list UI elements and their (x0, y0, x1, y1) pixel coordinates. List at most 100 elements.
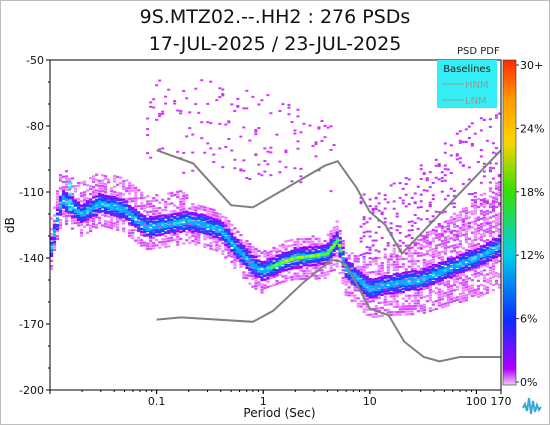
pdf-cell (458, 264, 463, 268)
pdf-cell (149, 230, 153, 233)
pdf-cell (218, 239, 222, 242)
pdf-cell (191, 232, 195, 235)
pdf-cell (407, 255, 411, 258)
pdf-cell (284, 279, 288, 283)
pdf-cell (110, 189, 114, 193)
pdf-cell (377, 279, 381, 283)
pdf-cell (55, 237, 60, 241)
pdf-cell (488, 259, 493, 262)
x-tick-label: 0.1 (148, 395, 166, 408)
pdf-cell (314, 264, 318, 267)
pdf-cell (422, 281, 426, 285)
pdf-cell (431, 277, 435, 280)
pdf-cell (494, 239, 499, 242)
pdf-cell (200, 220, 204, 223)
pdf-cell (416, 291, 420, 294)
pdf-cell (491, 177, 495, 180)
pdf-cell (173, 220, 177, 223)
pdf-cell (269, 253, 273, 256)
pdf-cell (101, 179, 105, 182)
pdf-cell (152, 106, 156, 109)
pdf-cell (395, 305, 399, 308)
pdf-cell (368, 279, 372, 282)
pdf-cell (446, 222, 450, 225)
pdf-cell (254, 250, 258, 253)
pdf-cell (167, 226, 171, 230)
pdf-cell (383, 281, 387, 285)
pdf-cell (491, 248, 496, 252)
pdf-cell (296, 263, 300, 266)
pdf-cell (55, 190, 60, 193)
pdf-peak-cell (305, 255, 310, 259)
colorbar: 30+24%18%12%6%0% (502, 59, 544, 389)
pdf-cell (428, 246, 432, 249)
pdf-cell (341, 246, 345, 250)
pdf-cell (350, 267, 354, 271)
pdf-cell (464, 258, 469, 261)
pdf-cell (203, 243, 207, 246)
legend-title: Baselines (443, 64, 491, 75)
pdf-cell (149, 239, 153, 242)
pdf-cell (110, 207, 114, 210)
pdf-cell (134, 228, 138, 232)
pdf-cell (392, 289, 396, 292)
pdf-cell (293, 167, 297, 170)
pdf-cell (455, 214, 460, 217)
pdf-cell (131, 221, 135, 224)
pdf-cell (91, 188, 96, 191)
pdf-cell (497, 260, 501, 263)
pdf-cell (164, 216, 168, 219)
pdf-cell (407, 265, 411, 268)
pdf-cell (362, 222, 366, 225)
pdf-cell (122, 185, 126, 188)
pdf-cell (239, 168, 243, 171)
pdf-cell (107, 215, 111, 218)
pdf-cell (182, 171, 186, 174)
pdf-cell (140, 194, 144, 197)
pdf-cell (344, 273, 348, 276)
pdf-cell (113, 200, 117, 203)
pdf-cell (275, 250, 279, 254)
pdf-cell (398, 292, 402, 295)
pdf-cell (79, 231, 84, 235)
pdf-cell (464, 257, 469, 260)
pdf-cell (185, 220, 189, 223)
pdf-cell (488, 253, 493, 256)
pdf-cell (428, 296, 432, 299)
pdf-cell (491, 275, 496, 279)
pdf-cell (467, 245, 472, 248)
pdf-cell (64, 192, 69, 195)
pdf-cell (224, 224, 228, 227)
pdf-cell (203, 238, 207, 241)
pdf-cell (230, 103, 234, 106)
pdf-cell (76, 218, 81, 221)
pdf-cell (281, 251, 285, 255)
pdf-cell (440, 303, 444, 306)
pdf-cell (440, 233, 444, 236)
pdf-cell (179, 216, 183, 219)
pdf-cell (230, 260, 234, 263)
pdf-cell (320, 246, 324, 249)
pdf-cell (356, 305, 360, 308)
pdf-cell (203, 206, 207, 209)
pdf-cell (185, 135, 189, 138)
pdf-cell (242, 273, 246, 277)
pdf-cell (104, 201, 108, 205)
pdf-cell (440, 171, 444, 174)
pdf-cell (482, 277, 487, 280)
pdf-cell (434, 176, 438, 179)
pdf-cell (176, 219, 180, 223)
pdf-cell (470, 251, 475, 255)
pdf-cell (422, 245, 426, 248)
pdf-cell (128, 192, 132, 195)
pdf-cell (296, 238, 300, 241)
pdf-cell (347, 280, 351, 284)
pdf-cell (452, 269, 456, 272)
pdf-cell (98, 187, 102, 190)
pdf-cell (398, 255, 402, 258)
pdf-cell (152, 199, 156, 202)
pdf-cell (362, 291, 366, 295)
pdf-cell (110, 216, 114, 219)
pdf-cell (365, 288, 369, 291)
pdf-cell (167, 231, 171, 235)
